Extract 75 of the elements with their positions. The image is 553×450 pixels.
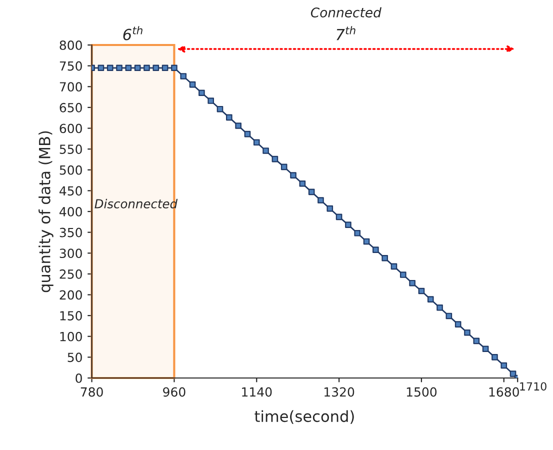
point	[390, 263, 398, 270]
point	[253, 139, 260, 146]
x-tick-label: 780	[80, 387, 103, 397]
point	[162, 64, 168, 72]
x-tick-label: 1140	[242, 387, 272, 397]
y-tick-label: 800	[60, 40, 82, 50]
y-tick-label: 250	[60, 269, 82, 279]
point	[208, 98, 214, 104]
point	[144, 64, 150, 72]
point	[326, 205, 334, 212]
text: 7$^{th}$	[336, 26, 356, 40]
y-tick-label: 700	[60, 82, 82, 92]
point	[418, 288, 425, 294]
point	[454, 321, 462, 328]
point	[372, 246, 379, 253]
y-tick-label: 450	[60, 186, 82, 196]
point	[134, 64, 141, 72]
y-tick-label: 650	[60, 102, 82, 112]
y-tick-label: 100	[60, 332, 82, 342]
x-tick-label: 1320	[324, 387, 354, 397]
y-tick-label: 200	[60, 290, 82, 300]
point	[171, 64, 178, 72]
y-tick-label: 0	[76, 373, 82, 383]
point	[473, 338, 480, 344]
y-tick-label: 300	[60, 248, 82, 258]
point	[272, 156, 278, 162]
band-label: 6$^{th}$	[123, 26, 142, 40]
y-tick-label: 150	[60, 311, 82, 320]
point	[290, 172, 296, 178]
x-tick-label: 1500	[406, 387, 437, 397]
point	[363, 238, 370, 245]
point	[482, 346, 489, 352]
y-tick-label: 550	[60, 144, 82, 154]
y-tick-label: 350	[60, 228, 82, 238]
x-tick-label: 960	[163, 387, 186, 397]
point	[180, 73, 187, 80]
point	[189, 81, 196, 88]
x-tick-label: 1680	[489, 387, 519, 397]
y-axis-title: quantity of data (MB)	[38, 131, 54, 292]
point	[464, 329, 470, 336]
point	[318, 197, 324, 204]
point	[235, 122, 242, 129]
text: 1710	[520, 382, 546, 391]
point	[106, 64, 114, 72]
point	[345, 222, 352, 228]
point	[152, 64, 160, 72]
y-tick-label: 400	[60, 206, 82, 216]
point	[244, 130, 251, 138]
point	[98, 64, 104, 72]
y-tick-label: 750	[60, 61, 82, 71]
point	[216, 106, 224, 112]
point	[262, 148, 269, 154]
point	[280, 164, 288, 170]
text: Connected	[310, 7, 382, 18]
point	[427, 296, 434, 302]
y-tick-label: 600	[60, 124, 82, 134]
y-tick-label: 500	[60, 165, 82, 175]
point	[382, 254, 388, 262]
point	[308, 188, 315, 196]
point	[354, 230, 361, 236]
point	[436, 304, 443, 311]
point	[446, 312, 452, 320]
point	[336, 214, 342, 220]
y-tick-label: 50	[68, 352, 82, 362]
point	[492, 354, 498, 360]
point	[500, 362, 508, 369]
point	[198, 90, 205, 96]
point	[510, 370, 516, 377]
x-axis-title: time(second)	[254, 410, 354, 424]
point	[400, 272, 406, 278]
point	[125, 64, 132, 72]
point	[226, 114, 232, 121]
point	[409, 280, 416, 286]
point	[299, 180, 306, 187]
point	[116, 64, 122, 72]
